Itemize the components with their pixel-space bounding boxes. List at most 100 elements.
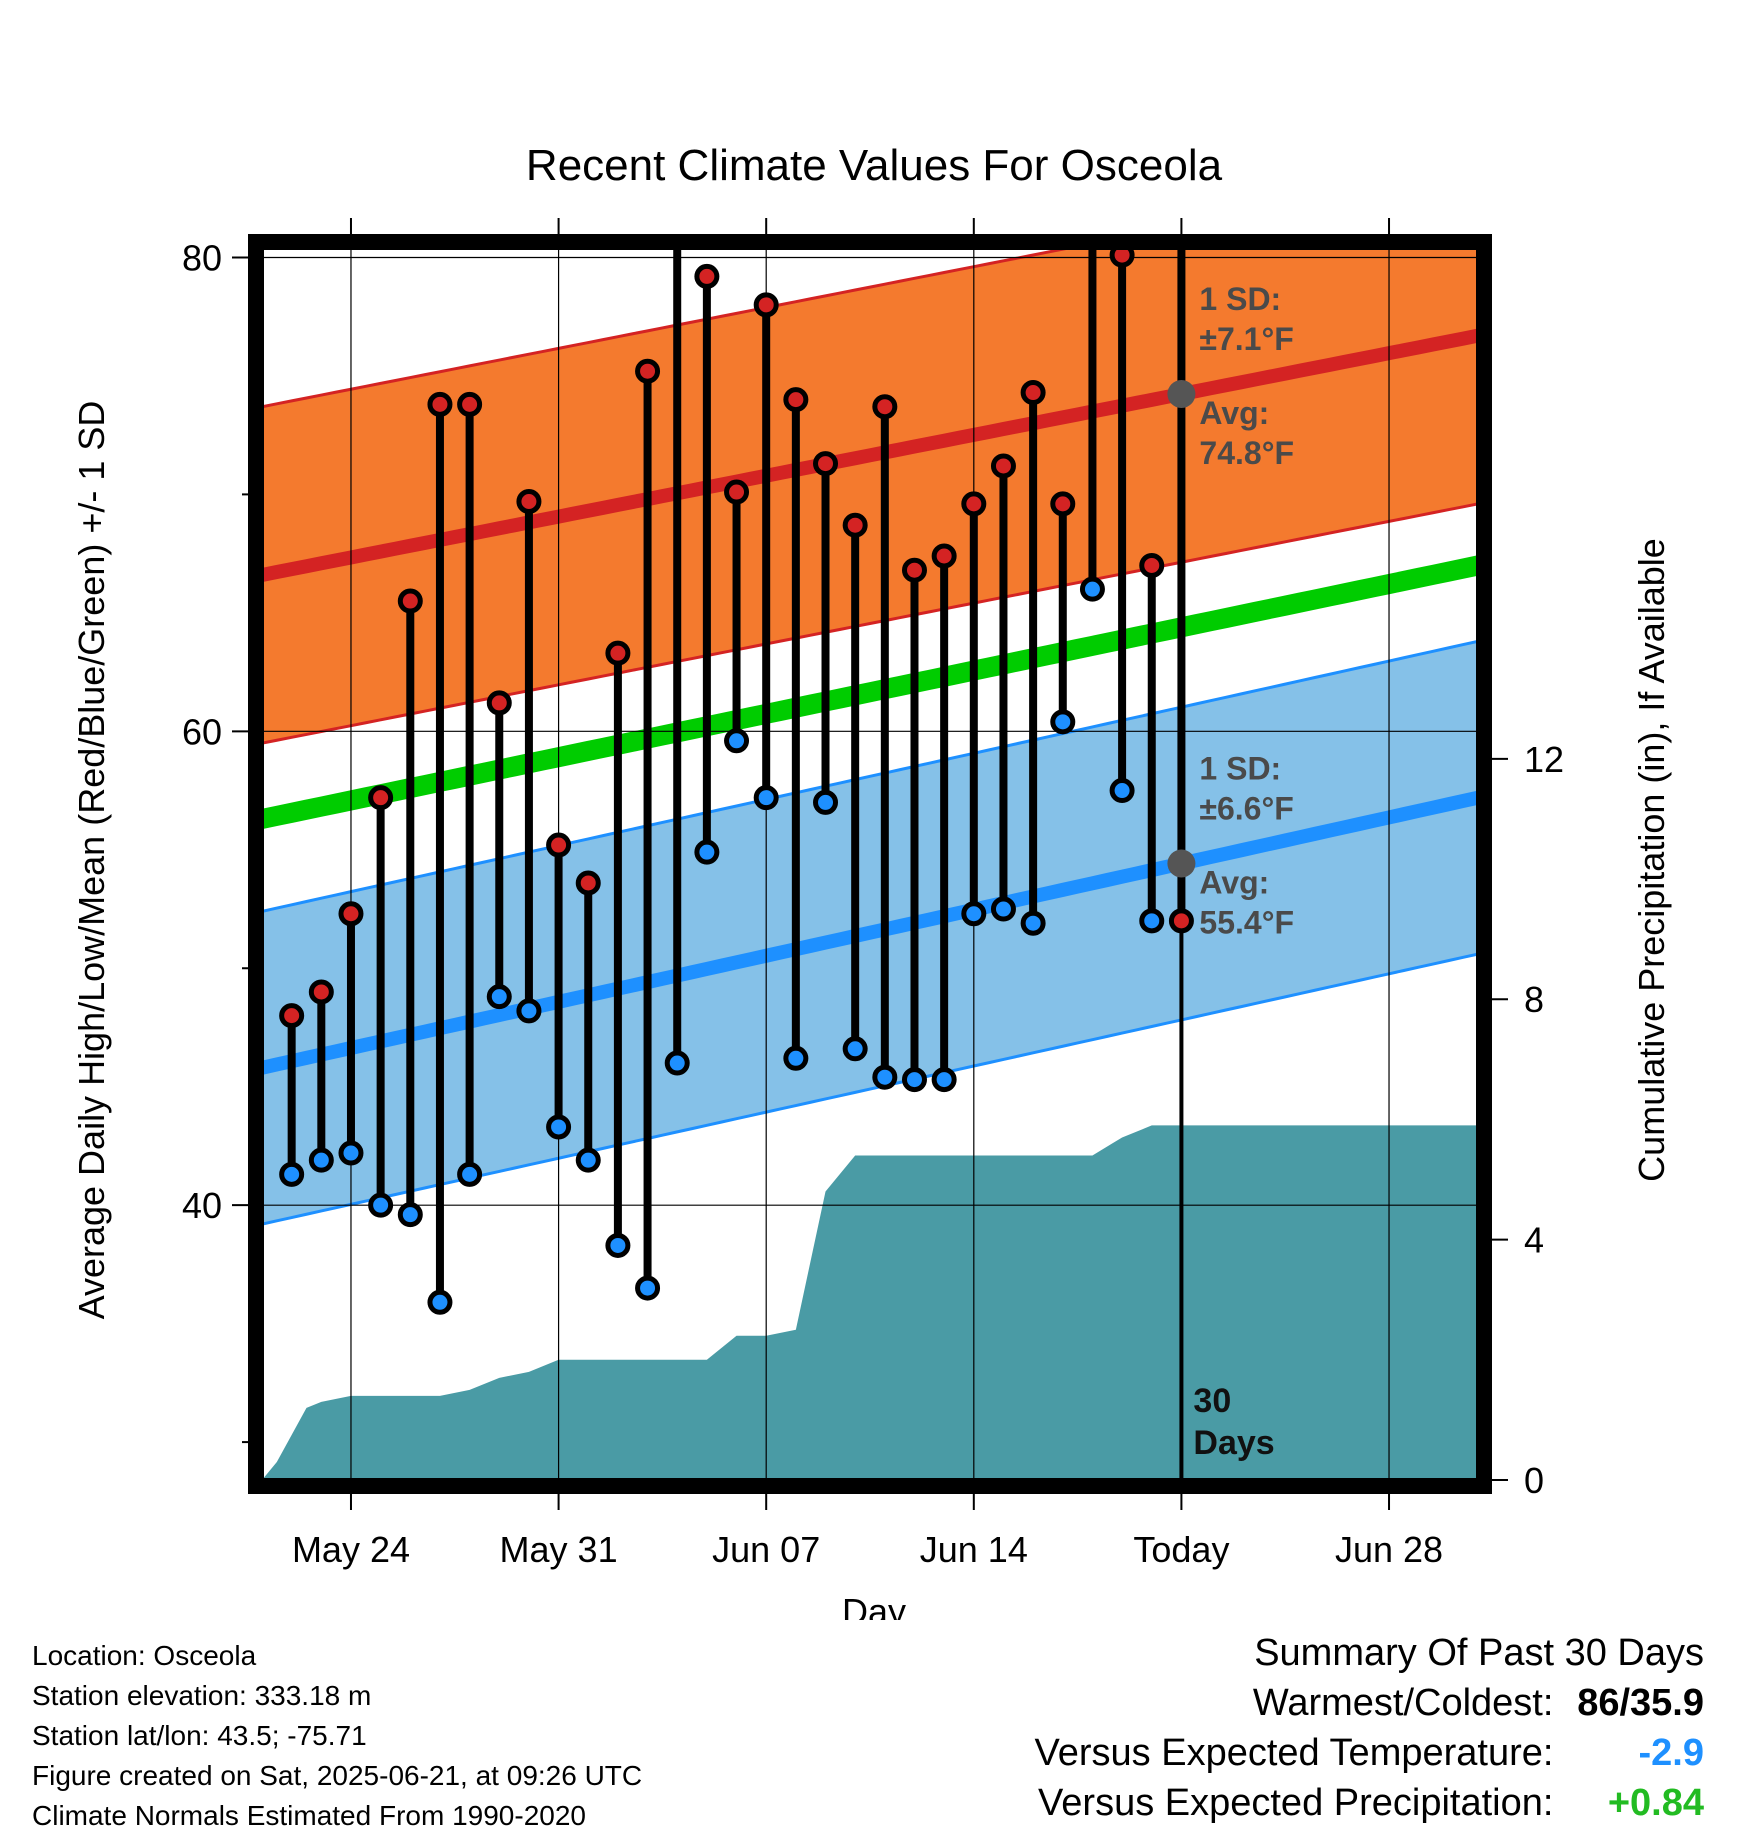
daily-high-point: [279, 1003, 305, 1029]
daily-high-point: [338, 901, 364, 927]
daily-high-point: [931, 543, 957, 569]
daily-low-point: [575, 1147, 601, 1173]
daily-high-point: [961, 491, 987, 517]
warm-cold-label: Warmest/Coldest:: [1252, 1682, 1554, 1724]
high-avg-value: 74.8°F: [1199, 435, 1294, 471]
daily-high-point: [368, 785, 394, 811]
daily-low-point: [427, 1289, 453, 1315]
daily-low-point: [516, 998, 542, 1024]
plot-area: 1 SD: ±7.1°F Avg: 74.8°F 1 SD: ±6.6°F Avg: 55.4…: [182, 105, 1564, 1570]
days-label-word: Days: [1193, 1424, 1274, 1462]
daily-high-point: [605, 640, 631, 666]
daily-high-point: [813, 451, 839, 477]
plot-frame: [248, 234, 1492, 1494]
daily-high-point: [901, 557, 927, 583]
daily-low-point: [368, 1192, 394, 1218]
daily-low-point: [635, 1275, 661, 1301]
daily-low-point: [753, 785, 779, 811]
y-axis-label-right: Cumulative Precipitation (in), If Availa…: [1631, 538, 1672, 1182]
daily-high-point: [1050, 491, 1076, 517]
daily-low-point: [724, 728, 750, 754]
daily-high-point: [1109, 248, 1135, 268]
daily-low-point: [961, 901, 987, 927]
x-axis-label: Day: [842, 1591, 906, 1620]
summary-precip-row: Versus Expected Precipitation: +0.84: [1035, 1778, 1704, 1828]
daily-high-point: [842, 512, 868, 538]
daily-low-point: [1020, 910, 1046, 936]
temp-label: Versus Expected Temperature:: [1034, 1732, 1554, 1774]
daily-low-point: [279, 1161, 305, 1187]
daily-high-point: [397, 588, 423, 614]
summary-warm-cold-row: Warmest/Coldest: 86/35.9: [1035, 1678, 1704, 1728]
daily-low-point: [338, 1140, 364, 1166]
daily-high-point: [546, 832, 572, 858]
precip-label: Versus Expected Precipitation:: [1038, 1782, 1554, 1824]
daily-low-point: [486, 984, 512, 1010]
today-high-avg-marker: [1167, 380, 1196, 409]
daily-high-point: [783, 387, 809, 413]
y-right-tick-label-0: 0: [1524, 1460, 1544, 1501]
daily-high-point: [457, 391, 483, 417]
daily-low-point: [457, 1161, 483, 1187]
daily-low-point: [1079, 576, 1105, 602]
x-tick-label-3: Jun 14: [920, 1529, 1028, 1570]
daily-high-point: [872, 394, 898, 420]
daily-high-point: [1168, 908, 1194, 934]
daily-high-point: [724, 479, 750, 505]
today-low-avg-marker: [1167, 849, 1196, 878]
elevation-text: Station elevation: 333.18 m: [32, 1680, 372, 1711]
daily-low-point: [813, 789, 839, 815]
y-left-tick-label-0: 40: [182, 1185, 222, 1226]
plot-content: [262, 105, 1478, 1480]
daily-low-point: [931, 1067, 957, 1093]
daily-high-point: [990, 453, 1016, 479]
y-right-tick-label-2: 8: [1524, 979, 1544, 1020]
daily-low-point: [872, 1064, 898, 1090]
daily-low-point: [397, 1202, 423, 1228]
daily-high-point: [427, 391, 453, 417]
y-left-tick-label-2: 80: [182, 237, 222, 278]
high-sd-upper-edge: [262, 248, 1077, 409]
climate-chart: Recent Climate Values For Osceola 1 SD: ±…: [71, 105, 1672, 1620]
daily-high-point: [753, 292, 779, 318]
station-info: Location: Osceola Station elevation: 333…: [32, 1636, 642, 1836]
temp-value: -2.9: [1638, 1732, 1704, 1774]
location-text: Location: Osceola: [32, 1640, 257, 1671]
high-sd-band: [262, 248, 1478, 744]
daily-high-point: [308, 979, 334, 1005]
daily-low-point: [1050, 709, 1076, 735]
x-tick-label-1: May 31: [500, 1529, 618, 1570]
daily-high-point: [1020, 380, 1046, 406]
low-avg-label: Avg:: [1199, 865, 1269, 901]
daily-low-point: [605, 1232, 631, 1258]
daily-low-point: [990, 896, 1016, 922]
x-tick-label-5: Jun 28: [1335, 1529, 1443, 1570]
daily-low-point: [1109, 778, 1135, 804]
chart-title: Recent Climate Values For Osceola: [526, 141, 1223, 190]
daily-low-point: [1139, 908, 1165, 934]
high-sd-lower-edge: [262, 502, 1478, 745]
daily-low-point: [783, 1045, 809, 1071]
warm-cold-value: 86/35.9: [1577, 1682, 1704, 1724]
high-sd-label: 1 SD:: [1199, 281, 1281, 317]
x-tick-label-4: Today: [1133, 1529, 1229, 1570]
y-right-tick-label-3: 12: [1524, 739, 1564, 780]
low-avg-value: 55.4°F: [1199, 905, 1294, 941]
y-left-tick-label-1: 60: [182, 711, 222, 752]
daily-high-point: [635, 358, 661, 384]
daily-high-point: [1139, 552, 1165, 578]
daily-high-point: [694, 263, 720, 289]
daily-low-point: [664, 1050, 690, 1076]
daily-low-point: [842, 1036, 868, 1062]
daily-high-point: [667, 105, 687, 125]
daily-low-point: [546, 1114, 572, 1140]
normal-high-line: [262, 328, 1478, 582]
x-tick-label-0: May 24: [292, 1529, 410, 1570]
daily-high-point: [486, 690, 512, 716]
low-sd-upper-edge: [262, 639, 1478, 913]
summary-heading: Summary Of Past 30 Days: [1254, 1632, 1704, 1674]
daily-high-point: [1082, 202, 1102, 222]
low-sd-label: 1 SD:: [1199, 751, 1281, 787]
precip-value: +0.84: [1607, 1782, 1704, 1824]
y-axis-label-left: Average Daily High/Low/Mean (Red/Blue/Gr…: [71, 401, 112, 1320]
